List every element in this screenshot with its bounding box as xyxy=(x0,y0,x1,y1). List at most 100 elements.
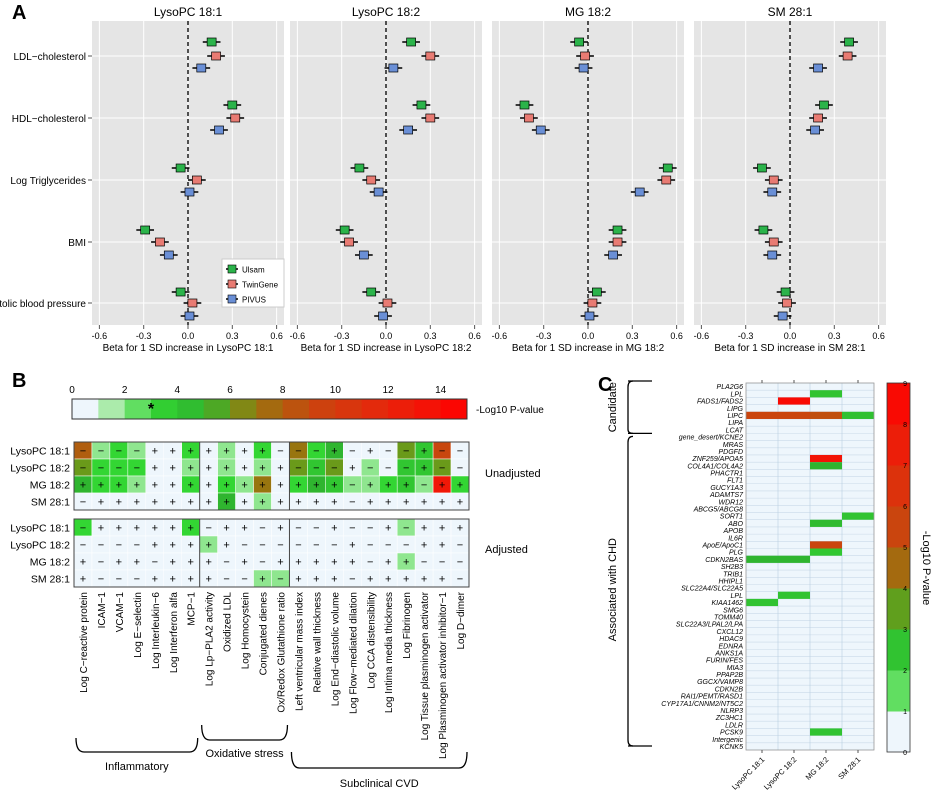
x-axis-label: Beta for 1 SD increase in MG 18:2 xyxy=(512,343,665,354)
colorbar-tick-label: 14 xyxy=(435,385,447,396)
trait-label: BMI xyxy=(68,238,86,249)
gene-label: PCSK9 xyxy=(720,730,743,737)
point-pivus xyxy=(767,187,778,197)
heat-sign: + xyxy=(349,540,355,552)
colorbar-segment xyxy=(256,399,284,419)
point-ulsam xyxy=(406,37,416,47)
point-pivus xyxy=(813,63,823,73)
heat-sign: − xyxy=(295,523,301,535)
gene-heat-cell xyxy=(810,519,842,527)
column-label: Log CCA distensibility xyxy=(366,592,377,689)
x-axis-label: Beta for 1 SD increase in SM 28:1 xyxy=(714,343,866,354)
c-colorbar-segment xyxy=(887,465,910,507)
colorbar-segment xyxy=(72,399,99,419)
heat-sign: + xyxy=(421,446,427,458)
heat-sign: − xyxy=(98,540,104,552)
heat-sign: + xyxy=(205,480,211,492)
group-bracket xyxy=(75,737,199,753)
heat-sign: − xyxy=(349,480,355,492)
facet-title: MG 18:2 xyxy=(565,5,611,19)
point-ulsam xyxy=(366,287,377,297)
trait-label: LDL−cholesterol xyxy=(13,52,86,63)
gene-label: KCNK5 xyxy=(720,744,743,751)
panel-label-b: B xyxy=(12,370,27,392)
gene-column-label: LysoPC 18:1 xyxy=(730,755,767,792)
heat-sign: + xyxy=(205,463,211,475)
heat-sign: − xyxy=(367,523,373,535)
x-tick-label: -0.3 xyxy=(738,331,754,341)
heat-sign: + xyxy=(385,523,391,535)
heat-sign: + xyxy=(439,574,445,586)
gene-label: FURIN/FES xyxy=(706,658,743,665)
heat-sign: − xyxy=(223,557,229,569)
point-pivus xyxy=(810,125,820,135)
group-bracket xyxy=(201,724,289,741)
gene-label: PDGFD xyxy=(719,449,744,456)
x-tick-label: -0.3 xyxy=(334,331,350,341)
heat-sign: − xyxy=(98,463,104,475)
row-label: LysoPC 18:2 xyxy=(10,463,70,475)
heat-sign: + xyxy=(259,497,265,509)
heat-sign: − xyxy=(349,574,355,586)
heat-sign: − xyxy=(403,446,409,458)
gene-label: TOMM40 xyxy=(714,614,743,621)
heat-sign: − xyxy=(277,574,283,586)
heat-sign: + xyxy=(277,497,283,509)
heat-sign: + xyxy=(116,497,122,509)
heat-sign: + xyxy=(439,540,445,552)
heat-sign: + xyxy=(98,497,104,509)
candidate-brace xyxy=(627,380,634,435)
point-ulsam xyxy=(592,287,602,297)
point-ulsam xyxy=(844,37,854,47)
heat-sign: + xyxy=(403,557,409,569)
gene-label: LIPC xyxy=(727,413,744,420)
heat-sign: + xyxy=(421,497,427,509)
heat-sign: + xyxy=(457,497,463,509)
heat-sign: + xyxy=(205,574,211,586)
heat-sign: − xyxy=(439,463,445,475)
gene-label: CXCL12 xyxy=(717,629,744,636)
column-label: Conjugated dienes xyxy=(259,592,270,675)
x-tick-label: 0.6 xyxy=(670,331,683,341)
c-colorbar-segment xyxy=(887,711,910,753)
heat-sign: − xyxy=(421,557,427,569)
gene-heat-cell xyxy=(842,512,874,520)
heat-sign: − xyxy=(80,523,86,535)
c-colorbar-frame xyxy=(886,382,911,753)
heat-sign: − xyxy=(116,463,122,475)
heat-sign: − xyxy=(259,540,265,552)
point-pivus xyxy=(378,311,388,321)
heat-sign: + xyxy=(152,463,158,475)
point-twingene xyxy=(192,175,202,185)
heat-sign: − xyxy=(457,446,463,458)
heat-sign: − xyxy=(295,446,301,458)
gene-label: TRIB1 xyxy=(723,571,743,578)
block-label: Unadjusted xyxy=(485,468,541,480)
gene-label: LDLR xyxy=(725,722,743,729)
column-label: Log Fibrinogen xyxy=(402,592,413,659)
row-label: LysoPC 18:1 xyxy=(10,523,70,535)
heat-sign: + xyxy=(439,497,445,509)
point-pivus xyxy=(535,125,546,135)
heat-sign: − xyxy=(457,540,463,552)
colorbar-segment xyxy=(177,399,205,419)
point-ulsam xyxy=(416,100,427,110)
c-colorbar-segment xyxy=(887,670,910,712)
x-tick-label: 0.6 xyxy=(468,331,481,341)
heat-sign: − xyxy=(439,557,445,569)
heat-sign: + xyxy=(205,540,211,552)
colorbar-segment xyxy=(388,399,415,419)
heat-block-frame xyxy=(73,518,470,588)
heat-sign: + xyxy=(403,574,409,586)
gene-label: LIPA xyxy=(728,420,743,427)
column-label: Log Homocystein xyxy=(241,592,252,669)
colorbar-segment xyxy=(203,399,231,419)
heat-sign: + xyxy=(187,463,193,475)
heat-sign: + xyxy=(134,497,140,509)
heat-sign: − xyxy=(152,557,158,569)
x-tick-label: -0.3 xyxy=(536,331,552,341)
point-ulsam xyxy=(819,100,829,110)
gene-heatmap-frame xyxy=(745,382,875,751)
heat-sign: + xyxy=(367,574,373,586)
point-pivus xyxy=(584,311,595,321)
